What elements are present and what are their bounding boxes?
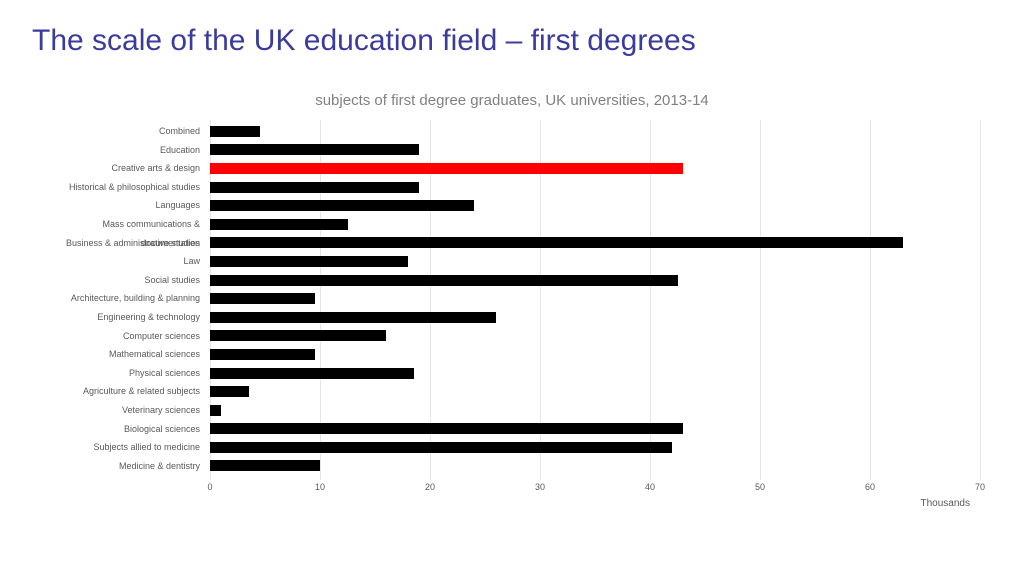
y-axis-label: Physical sciences [60, 364, 205, 383]
bar-row [210, 327, 980, 346]
bar [210, 423, 683, 434]
y-axis-label: Biological sciences [60, 420, 205, 439]
x-tick-label: 30 [535, 482, 545, 492]
y-axis-label: Mass communications & documentation [60, 215, 205, 234]
y-axis-label: Medicine & dentistry [60, 457, 205, 476]
bar-row [210, 345, 980, 364]
y-axis-labels: CombinedEducationCreative arts & designH… [60, 122, 205, 475]
y-axis-label: Social studies [60, 271, 205, 290]
bar-row [210, 457, 980, 476]
bar [210, 293, 315, 304]
bar-row [210, 271, 980, 290]
bar [210, 126, 260, 137]
bar [210, 237, 903, 248]
bar-chart: CombinedEducationCreative arts & designH… [60, 120, 980, 512]
bar [210, 144, 419, 155]
bar-row [210, 178, 980, 197]
bar-row [210, 215, 980, 234]
slide: The scale of the UK education field – fi… [0, 0, 1024, 576]
x-axis-title: Thousands [210, 498, 980, 509]
y-axis-label: Creative arts & design [60, 159, 205, 178]
bars-container [210, 122, 980, 475]
y-axis-label: Historical & philosophical studies [60, 178, 205, 197]
bar [210, 312, 496, 323]
chart-subtitle: subjects of first degree graduates, UK u… [0, 92, 1024, 109]
y-axis-label: Education [60, 141, 205, 160]
y-axis-label: Computer sciences [60, 327, 205, 346]
bar-row [210, 438, 980, 457]
x-tick-label: 70 [975, 482, 985, 492]
x-tick-label: 0 [207, 482, 212, 492]
y-axis-label: Law [60, 252, 205, 271]
y-axis-label: Architecture, building & planning [60, 289, 205, 308]
bar [210, 405, 221, 416]
bar [210, 460, 320, 471]
y-axis-label: Combined [60, 122, 205, 141]
y-axis-label: Agriculture & related subjects [60, 382, 205, 401]
bar [210, 182, 419, 193]
x-tick-label: 60 [865, 482, 875, 492]
x-tick-label: 10 [315, 482, 325, 492]
bar-row [210, 141, 980, 160]
bar [210, 219, 348, 230]
x-tick-label: 50 [755, 482, 765, 492]
bar-row [210, 159, 980, 178]
bar-row [210, 308, 980, 327]
bar-row [210, 420, 980, 439]
y-axis-label: Languages [60, 196, 205, 215]
bar [210, 330, 386, 341]
bar [210, 349, 315, 360]
y-axis-label: Mathematical sciences [60, 345, 205, 364]
bar [210, 200, 474, 211]
y-axis-label: Business & administrative studies [60, 234, 205, 253]
x-tick-label: 20 [425, 482, 435, 492]
x-tick-label: 40 [645, 482, 655, 492]
bar [210, 442, 672, 453]
bar-row [210, 196, 980, 215]
bar [210, 256, 408, 267]
y-axis-label: Subjects allied to medicine [60, 438, 205, 457]
bar-row [210, 401, 980, 420]
bar [210, 275, 678, 286]
bar-row [210, 252, 980, 271]
bar-row [210, 364, 980, 383]
slide-title: The scale of the UK education field – fi… [32, 24, 696, 58]
x-axis-ticks: 010203040506070 [210, 482, 980, 496]
bar-row [210, 234, 980, 253]
gridline [980, 120, 981, 480]
y-axis-label: Engineering & technology [60, 308, 205, 327]
plot-area [210, 120, 980, 480]
bar-row [210, 289, 980, 308]
bar [210, 368, 414, 379]
y-axis-label: Veterinary sciences [60, 401, 205, 420]
bar [210, 163, 683, 174]
bar-row [210, 382, 980, 401]
bar [210, 386, 249, 397]
bar-row [210, 122, 980, 141]
